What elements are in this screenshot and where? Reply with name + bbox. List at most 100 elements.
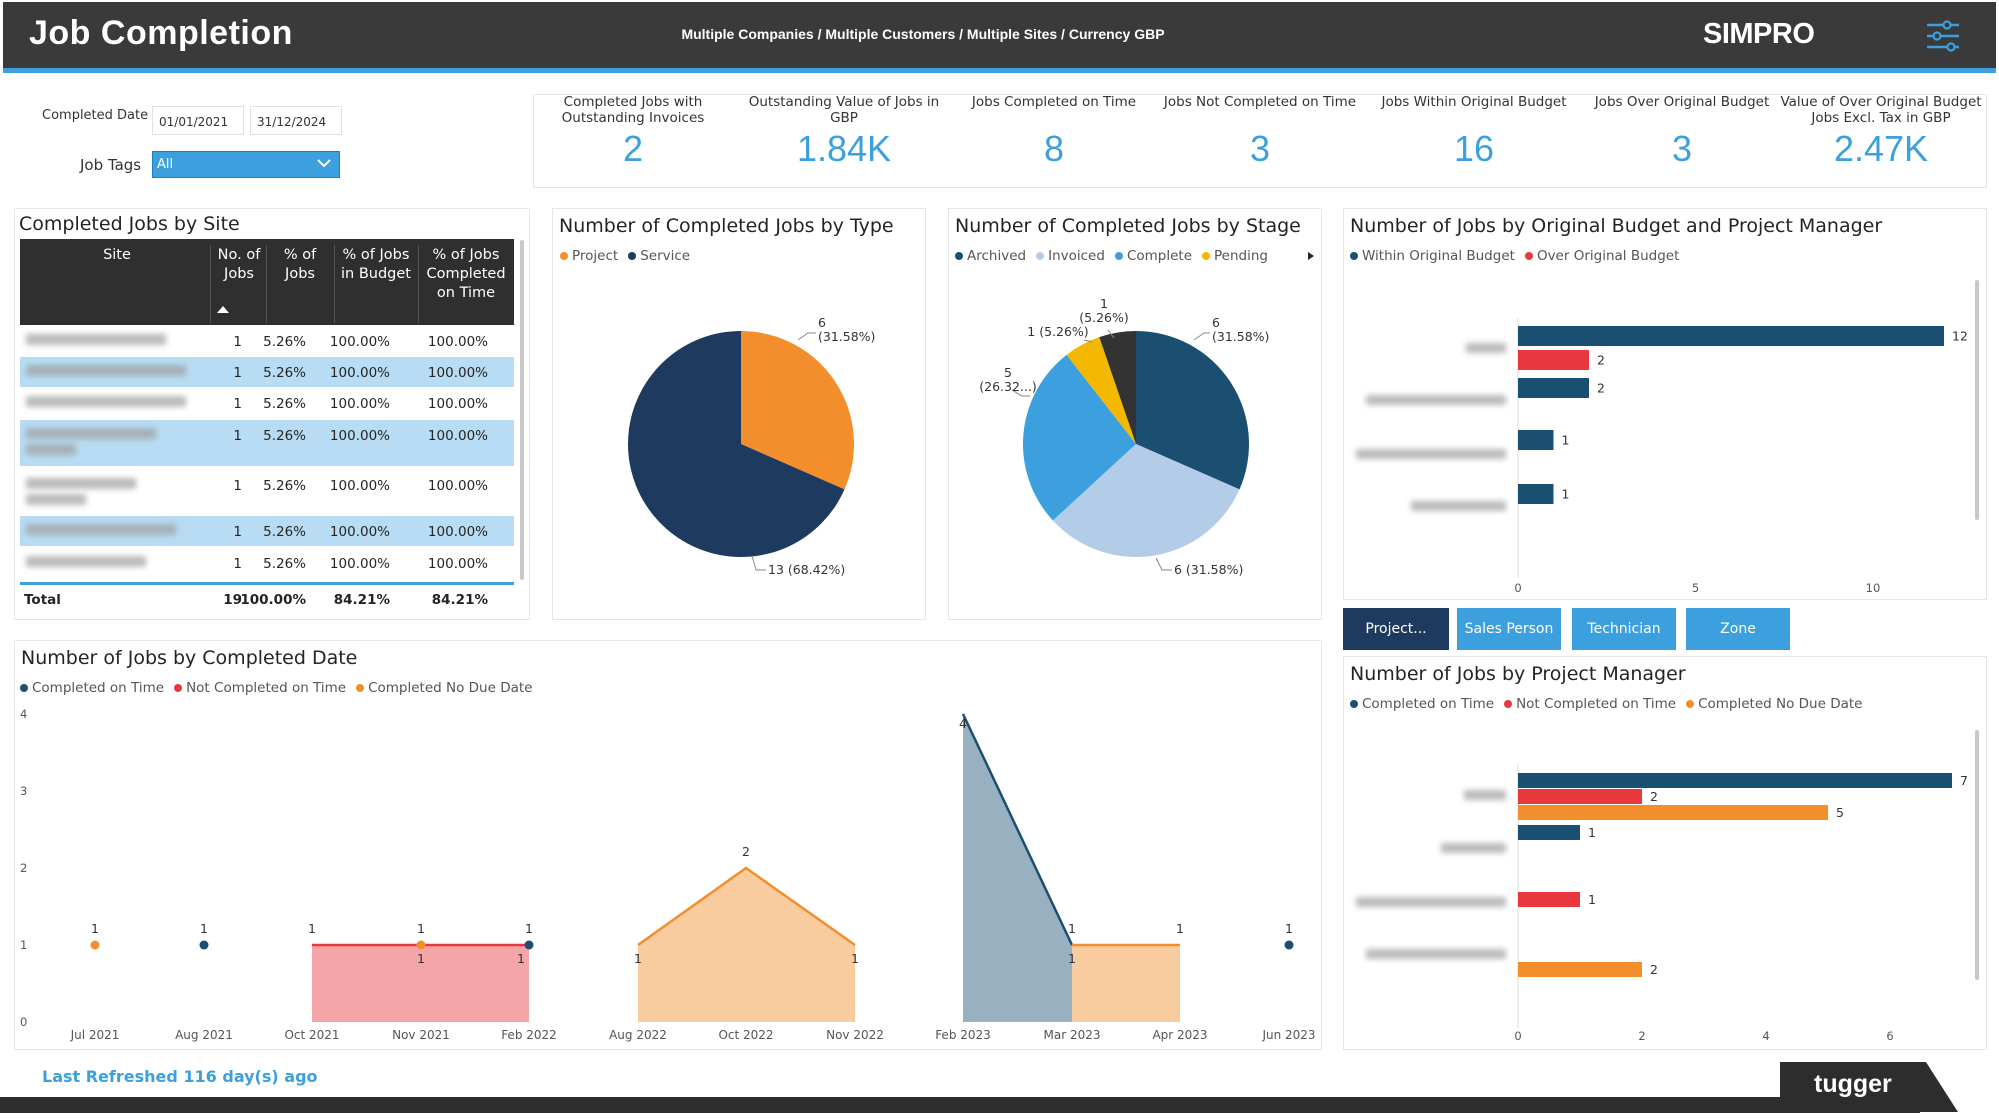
table-row[interactable]: 1 5.26% 100.00% 100.00%	[20, 516, 514, 546]
bar[interactable]	[1518, 326, 1944, 346]
legend-item-no-due-date[interactable]: Completed No Due Date	[356, 680, 532, 696]
bar[interactable]	[1518, 484, 1554, 504]
date-from-input[interactable]: 01/01/2021	[152, 106, 244, 135]
kpi-value: 2.47K	[1833, 128, 1929, 169]
legend-item-over-budget[interactable]: Over Original Budget	[1524, 248, 1680, 264]
column-header[interactable]: % of Jobs	[283, 247, 317, 282]
kpi-value: 3	[1671, 128, 1693, 169]
chevron-down-icon	[317, 159, 331, 168]
pie-slice-complete[interactable]	[1023, 354, 1136, 521]
bar[interactable]	[1518, 962, 1642, 977]
pie-data-label: 6 (31.58%)	[1174, 562, 1243, 577]
bar[interactable]	[1518, 430, 1554, 450]
column-header[interactable]: No. of Jobs	[217, 247, 261, 282]
header-divider	[210, 245, 211, 323]
legend-item-project[interactable]: Project	[560, 248, 618, 264]
pie-data-label: (5.26%)	[1079, 310, 1128, 325]
kpi-card: Completed Jobs with Outstanding Invoices…	[533, 94, 733, 170]
pie-slice-pending[interactable]	[1066, 337, 1136, 444]
legend-item-complete[interactable]: Complete	[1114, 248, 1192, 264]
kpi-label: Value of Over Original Budget Jobs Excl.…	[1780, 94, 1982, 126]
table-row[interactable]: 1 5.26% 100.00% 100.00%	[20, 548, 514, 578]
pie-slice-invoiced[interactable]	[1052, 444, 1240, 557]
chart-scrollbar[interactable]	[1975, 730, 1979, 980]
column-header[interactable]: Site	[103, 247, 131, 263]
pm-chart-legend: Completed on Time Not Completed on Time …	[1350, 696, 1862, 712]
table-row[interactable]: 1 5.26% 100.00% 100.00%	[20, 470, 514, 514]
bar[interactable]	[1518, 825, 1580, 840]
kpi-card: Outstanding Value of Jobs in GBP 1.84K	[744, 94, 944, 170]
dimension-button-project[interactable]: Project...	[1343, 608, 1449, 650]
bar-data-label: 2	[1650, 962, 1658, 977]
table-scrollbar[interactable]	[520, 240, 524, 580]
no-due-date-series-line[interactable]	[637, 866, 856, 947]
dimension-button-sales-person[interactable]: Sales Person	[1457, 608, 1561, 650]
sort-ascending-icon[interactable]	[216, 305, 230, 315]
dimension-button-technician[interactable]: Technician	[1572, 608, 1676, 650]
not-on-time-series-area	[312, 945, 529, 1022]
filter-settings-icon[interactable]	[1923, 18, 1963, 54]
area-data-label: 2	[742, 844, 750, 859]
header-bar: Job Completion Multiple Companies / Mult…	[3, 2, 1996, 70]
pie-slice-service[interactable]	[628, 331, 845, 557]
header-divider	[418, 245, 419, 323]
legend-item-service[interactable]: Service	[628, 248, 690, 264]
x-tick-label: 4	[1762, 1029, 1769, 1043]
job-tags-label: Job Tags	[80, 156, 142, 174]
data-point[interactable]	[90, 940, 100, 950]
legend-item-not-on-time[interactable]: Not Completed on Time	[174, 680, 346, 696]
legend-next-arrow-icon[interactable]	[1306, 250, 1316, 262]
table-cell: 1	[233, 365, 242, 381]
legend-label: Completed on Time	[32, 680, 165, 696]
bar[interactable]	[1518, 789, 1642, 804]
pie-type-legend: Project Service	[560, 248, 690, 264]
legend-item-not-on-time[interactable]: Not Completed on Time	[1504, 696, 1676, 712]
x-tick-label: Feb 2022	[501, 1028, 557, 1042]
column-header[interactable]: % of Jobs in Budget	[341, 247, 411, 282]
kpi-card: Value of Over Original Budget Jobs Excl.…	[1778, 94, 1984, 170]
date-to-input[interactable]: 31/12/2024	[250, 106, 342, 135]
area-data-label: 1	[525, 921, 533, 936]
legend-item-no-due-date[interactable]: Completed No Due Date	[1686, 696, 1862, 712]
dimension-button-zone[interactable]: Zone	[1686, 608, 1790, 650]
table-row[interactable]: 1 5.26% 100.00% 100.00%	[20, 357, 514, 387]
table-row[interactable]: 1 5.26% 100.00% 100.00%	[20, 388, 514, 418]
kpi-value: 16	[1453, 128, 1495, 169]
data-point[interactable]	[416, 940, 426, 950]
legend-item-archived[interactable]: Archived	[955, 248, 1026, 264]
pie-slice-other[interactable]	[1099, 331, 1136, 444]
bar-data-label: 1	[1562, 433, 1570, 448]
table-cell: 5.26%	[263, 556, 306, 572]
on-time-series-line[interactable]	[961, 713, 1074, 946]
table-row[interactable]: 1 5.26% 100.00% 100.00%	[20, 420, 514, 466]
category-label-redacted	[1356, 449, 1506, 459]
on-time-series-area	[963, 714, 1072, 1022]
last-refreshed-text: Last Refreshed 116 day(s) ago	[42, 1067, 318, 1086]
data-point[interactable]	[524, 940, 534, 950]
legend-item-pending[interactable]: Pending	[1202, 248, 1268, 264]
bar[interactable]	[1518, 892, 1580, 907]
legend-item-on-time[interactable]: Completed on Time	[20, 680, 164, 696]
legend-label: Over Original Budget	[1536, 248, 1680, 264]
pie-leader-line	[751, 555, 766, 571]
legend-item-within-budget[interactable]: Within Original Budget	[1350, 248, 1515, 264]
bar[interactable]	[1518, 773, 1952, 788]
category-label-redacted	[1441, 843, 1506, 853]
bar[interactable]	[1518, 805, 1828, 820]
bar[interactable]	[1518, 378, 1589, 398]
chart-scrollbar[interactable]	[1975, 280, 1979, 520]
legend-item-invoiced[interactable]: Invoiced	[1036, 248, 1105, 264]
table-row[interactable]: 1 5.26% 100.00% 100.00%	[20, 326, 514, 356]
pie-slice-project[interactable]	[741, 331, 854, 490]
bar[interactable]	[1518, 350, 1589, 370]
legend-item-on-time[interactable]: Completed on Time	[1350, 696, 1494, 712]
pie-leader-line	[1107, 329, 1115, 339]
simpro-logo: SIMPRO	[1703, 18, 1815, 50]
data-point[interactable]	[199, 940, 209, 950]
job-tags-select[interactable]: All	[152, 151, 340, 178]
data-point[interactable]	[1284, 940, 1294, 950]
legend-dot	[174, 684, 183, 692]
column-header[interactable]: % of Jobs Completed on Time	[426, 247, 506, 301]
pie-slice-archived[interactable]	[1136, 331, 1249, 490]
header-divider	[266, 245, 267, 323]
